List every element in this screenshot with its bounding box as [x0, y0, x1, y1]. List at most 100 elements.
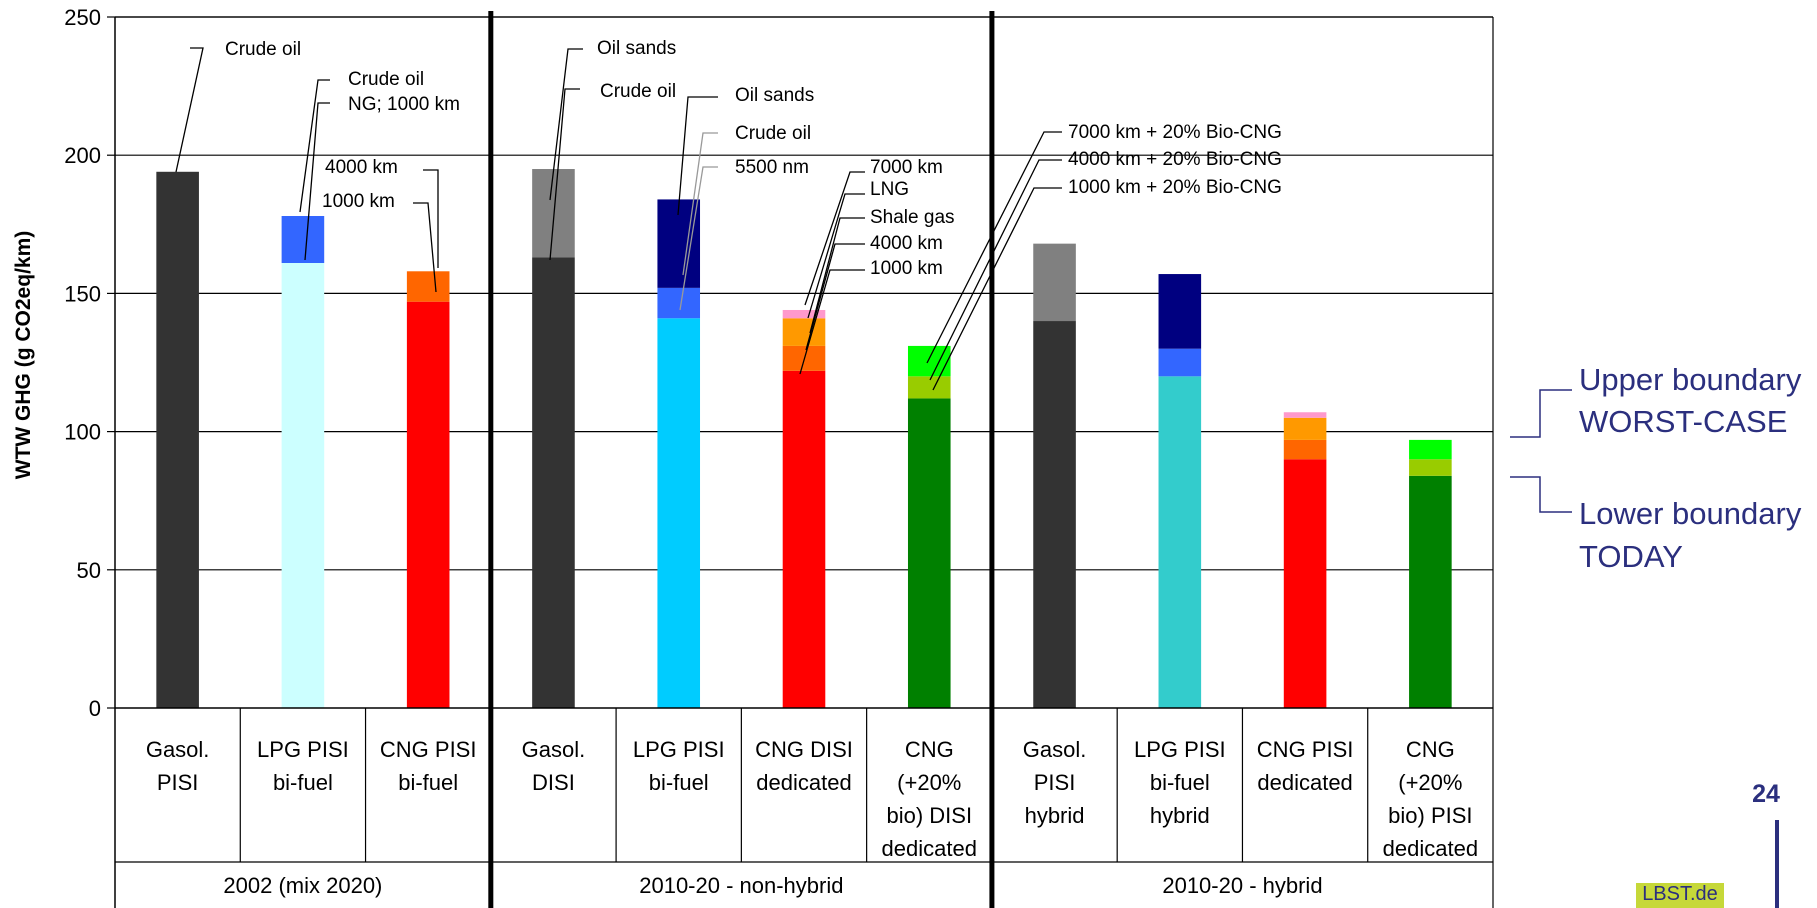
category-label: LPG PISI bi-fuel hybrid	[1134, 737, 1226, 828]
boundary-brackets	[1510, 389, 1572, 513]
bar-segment	[156, 171, 199, 708]
bar-segment	[1033, 243, 1076, 322]
page-number: 24	[1752, 780, 1780, 808]
bar-segment	[1283, 439, 1327, 460]
lower-bracket	[1510, 476, 1572, 513]
annotation-label: 1000 km	[870, 258, 943, 279]
category-label: CNG (+20% bio) DISI dedicated	[882, 737, 977, 861]
leader-oil-sands-2	[677, 96, 718, 216]
bar-segment	[1283, 417, 1327, 440]
bars	[156, 169, 1452, 708]
annotation-label: Oil sands	[735, 85, 814, 106]
bar-segment	[907, 345, 951, 377]
bar-segment	[281, 216, 325, 263]
category-label: LPG PISI bi-fuel	[257, 737, 349, 795]
leader-bio-1000	[932, 187, 1062, 391]
annotation-label: 5500 nm	[735, 157, 809, 178]
leader-crude-oil-3	[549, 88, 580, 261]
annotation-label: 4000 km	[325, 157, 398, 178]
leader-oil-sands-1	[549, 48, 583, 201]
bar-segment	[1409, 439, 1452, 460]
leader-shale	[809, 217, 865, 334]
bar-segment	[907, 398, 951, 708]
lower-boundary-sublabel: TODAY	[1579, 539, 1683, 574]
category-label: CNG (+20% bio) PISI dedicated	[1383, 737, 1478, 861]
leader-crude-oil-1	[175, 47, 204, 173]
group-label: 2002 (mix 2020)	[223, 873, 382, 898]
upper-boundary-label: Upper boundary	[1579, 362, 1802, 397]
annotation-label: Oil sands	[597, 38, 676, 59]
category-label: CNG DISI dedicated	[755, 737, 853, 795]
annotation-label: Shale gas	[870, 207, 955, 228]
y-tick-label: 200	[64, 143, 101, 168]
bar-segment	[1033, 321, 1076, 708]
y-tick-label: 250	[64, 5, 101, 30]
lower-boundary-label: Lower boundary	[1579, 496, 1802, 531]
leader-bio-7000	[926, 131, 1062, 364]
leader-crude-oil-4	[682, 132, 718, 276]
annotations: Crude oil Crude oil NG; 1000 km 4000 km …	[225, 38, 1282, 279]
bar-segment	[1283, 412, 1327, 418]
leader-bio-4000	[929, 159, 1062, 381]
leader-ng-1000	[304, 102, 330, 261]
annotation-label: Crude oil	[225, 39, 301, 60]
annotation-label: 1000 km	[322, 191, 395, 212]
category-label: LPG PISI bi-fuel	[633, 737, 725, 795]
axes	[114, 11, 1494, 908]
bar-segment	[532, 257, 575, 708]
leader-4000-1	[423, 169, 439, 268]
annotation-label: 7000 km + 20% Bio-CNG	[1068, 122, 1282, 143]
bar-segment	[281, 262, 325, 708]
bar-segment	[1283, 459, 1327, 708]
leader-5500	[679, 166, 718, 311]
annotation-label: 4000 km	[870, 233, 943, 254]
leader-7000	[804, 171, 865, 306]
bar-segment	[657, 199, 701, 288]
bar-segment	[907, 376, 951, 399]
group-label: 2010-20 - hybrid	[1162, 873, 1322, 898]
bar-segment	[782, 370, 826, 708]
annotation-label: LNG	[870, 179, 909, 200]
bar-segment	[1158, 348, 1202, 377]
annotation-leaders	[175, 47, 1062, 391]
leader-1000-2	[799, 269, 865, 375]
category-label: Gasol. PISI	[146, 737, 210, 795]
bar-segment	[1158, 274, 1202, 349]
y-tick-label: 150	[64, 281, 101, 306]
upper-boundary-sublabel: WORST-CASE	[1579, 404, 1787, 439]
group-labels: 2002 (mix 2020) 2010-20 - non-hybrid 2010-…	[223, 873, 1322, 898]
leader-1000-1	[413, 202, 437, 293]
group-label: 2010-20 - non-hybrid	[639, 873, 843, 898]
bar-segment	[406, 271, 450, 302]
leader-lng	[807, 193, 865, 319]
y-tick-label: 0	[89, 696, 101, 721]
annotation-label: 1000 km + 20% Bio-CNG	[1068, 177, 1282, 198]
logo-text: LBST.de	[1642, 883, 1718, 905]
annotation-label: 4000 km + 20% Bio-CNG	[1068, 149, 1282, 170]
bar-segment	[406, 301, 450, 708]
bar-segment	[1158, 376, 1202, 708]
category-label: Gasol. PISI hybrid	[1023, 737, 1087, 828]
category-label: CNG PISI bi-fuel	[380, 737, 477, 795]
category-label: CNG PISI dedicated	[1257, 737, 1354, 795]
y-axis-ticks: 0 50 100 150 200 250	[64, 5, 115, 721]
y-tick-label: 50	[77, 558, 101, 583]
annotation-label: NG; 1000 km	[348, 94, 460, 115]
y-tick-label: 100	[64, 420, 101, 445]
annotation-label: Crude oil	[348, 69, 424, 90]
bar-segment	[657, 318, 701, 708]
annotation-label: Crude oil	[600, 81, 676, 102]
upper-bracket	[1510, 389, 1572, 438]
leader-4000-2	[805, 243, 865, 351]
y-axis-label: WTW GHG (g CO2eq/km)	[12, 231, 35, 480]
bar-segment	[782, 318, 826, 346]
annotation-label: Crude oil	[735, 123, 811, 144]
bar-segment	[782, 309, 826, 319]
annotation-label: 7000 km	[870, 157, 943, 178]
logo-background	[1636, 883, 1724, 908]
leader-crude-oil-2	[299, 79, 330, 213]
category-label: Gasol. DISI	[522, 737, 586, 795]
category-labels: Gasol. PISI LPG PISI bi-fuel CNG PISI bi-fuel…	[146, 737, 1478, 861]
bar-segment	[657, 287, 701, 319]
